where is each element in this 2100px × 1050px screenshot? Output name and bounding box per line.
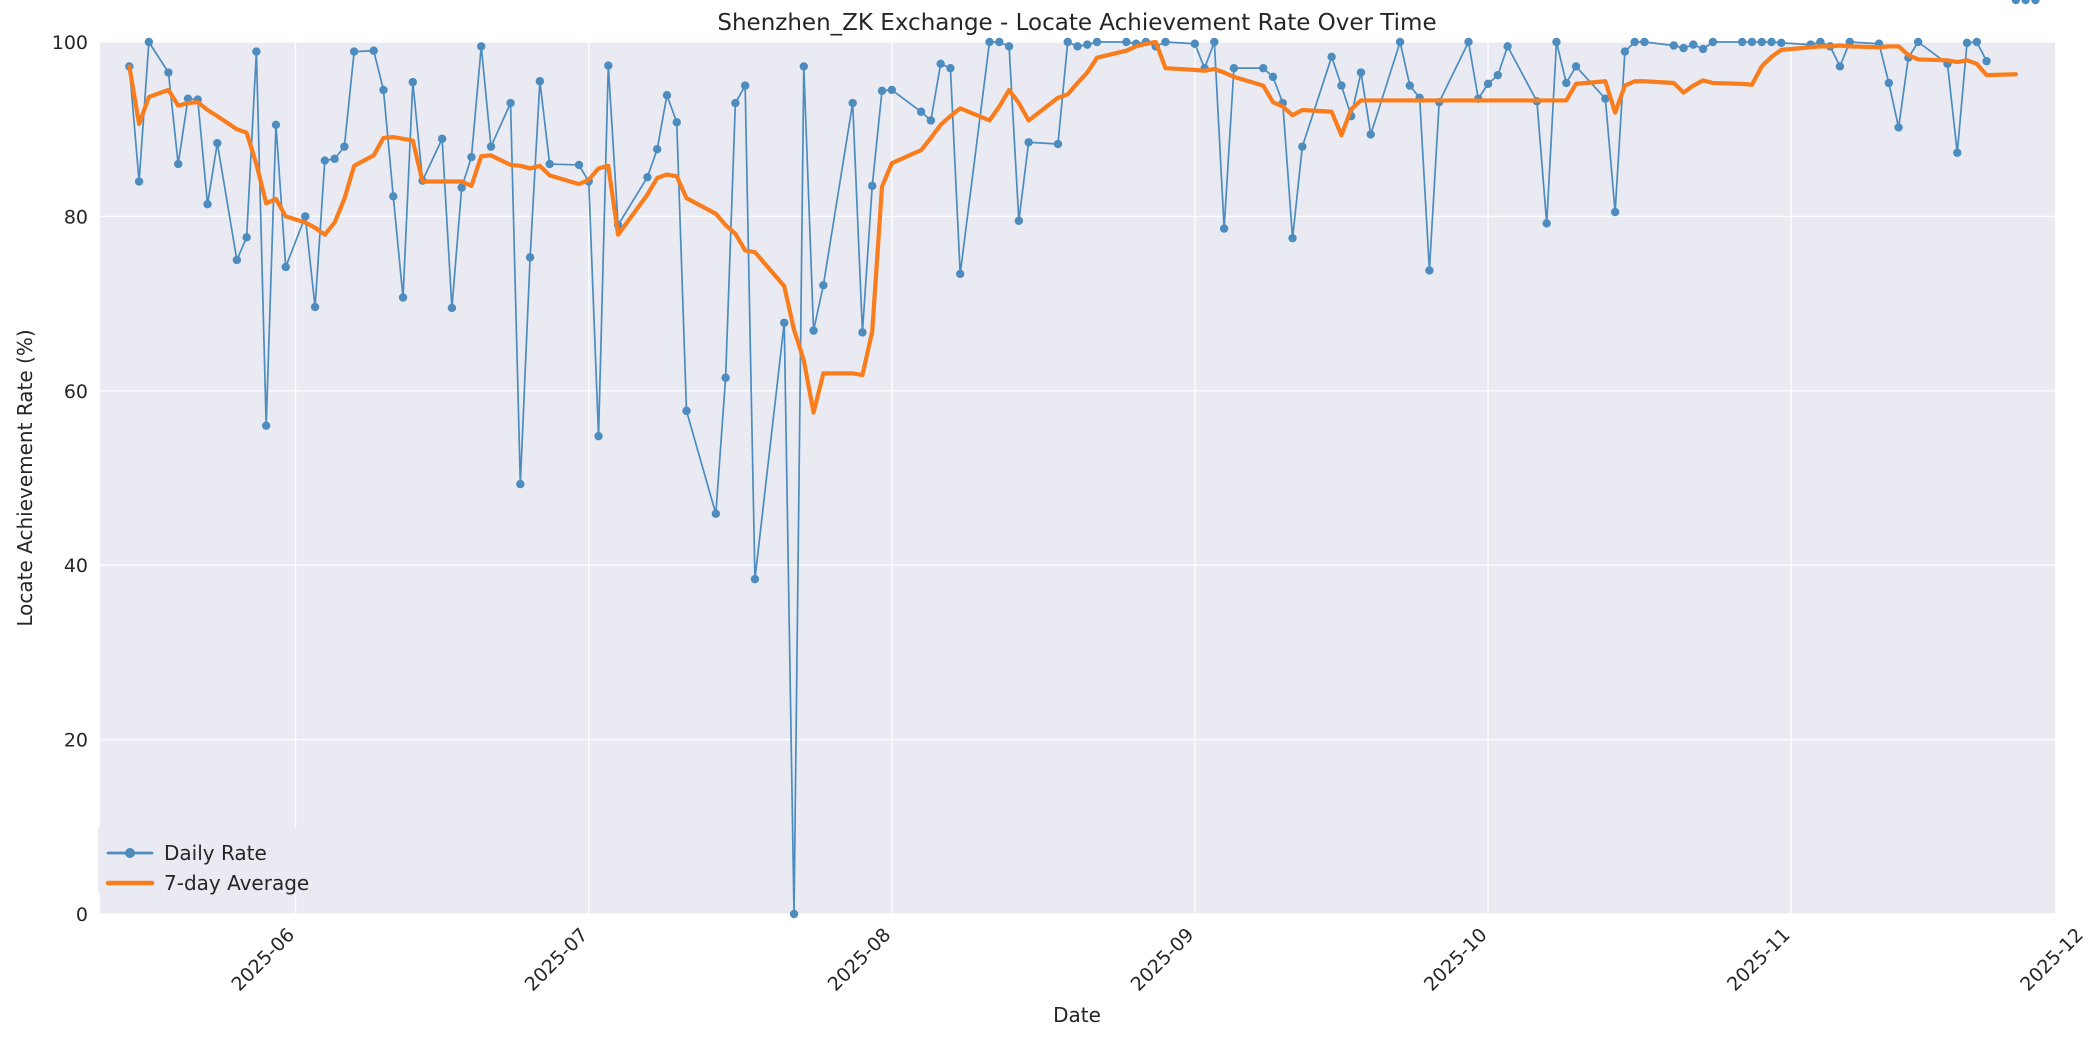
- x-axis-title: Date: [1053, 1003, 1101, 1027]
- legend-item-daily-rate[interactable]: Daily Rate: [106, 841, 267, 865]
- legend-label: 7-day Average: [164, 871, 309, 895]
- series-lines: [125, 0, 2040, 919]
- y-tick-label: 80: [64, 206, 88, 228]
- y-tick-label: 0: [76, 904, 88, 926]
- y-axis-title: Locate Achievement Rate (%): [13, 329, 37, 626]
- series-7-day-average: [127, 39, 2018, 415]
- series-daily-rate: [125, 0, 2040, 919]
- chart-legend[interactable]: Daily Rate 7-day Average: [98, 827, 316, 895]
- y-tick-label: 60: [64, 381, 88, 403]
- chart-title: Shenzhen_ZK Exchange - Locate Achievemen…: [717, 10, 1436, 36]
- y-tick-label: 40: [64, 555, 88, 577]
- legend-label: Daily Rate: [164, 841, 267, 865]
- y-tick-label: 20: [64, 730, 88, 752]
- y-tick-label: 100: [52, 32, 88, 54]
- axes-background: [100, 42, 2055, 914]
- legend-swatch-marker: [125, 848, 135, 858]
- legend-item-7-day-average[interactable]: 7-day Average: [105, 871, 309, 895]
- y-axis-ticks: 0 20 40 60 80 100: [52, 32, 88, 926]
